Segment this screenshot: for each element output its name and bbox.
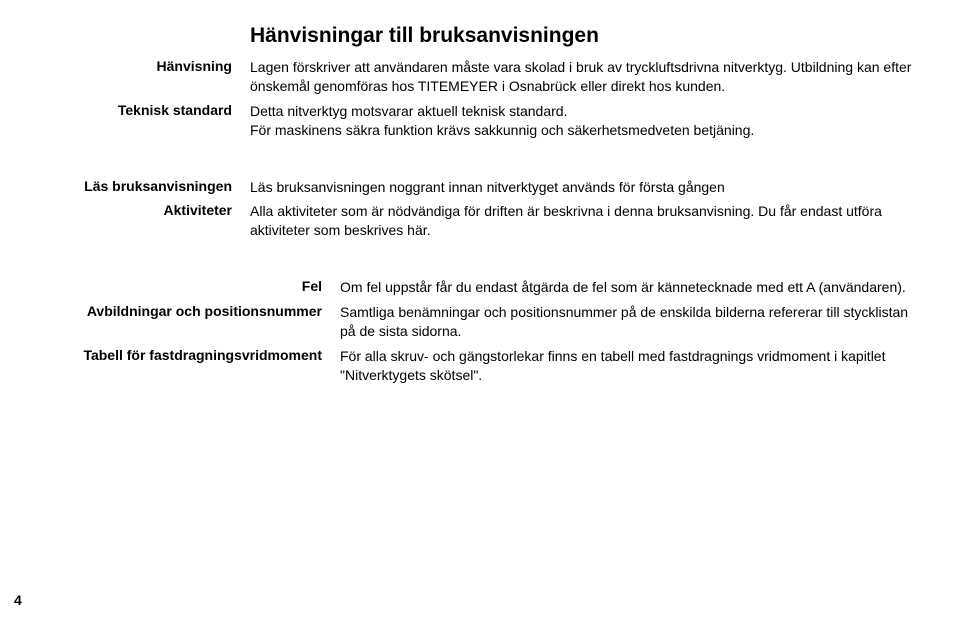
label-hanvisning: Hänvisning [40, 58, 250, 96]
body-hanvisning: Lagen förskriver att användaren måste va… [250, 58, 920, 96]
body-teknisk-2: För maskinens säkra funktion krävs sakku… [250, 122, 754, 138]
label-teknisk: Teknisk standard [40, 102, 250, 140]
section-title: Hänvisningar till bruksanvisningen [250, 24, 920, 48]
body-las: Läs bruksanvisningen noggrant innan nitv… [250, 178, 920, 197]
page-number: 4 [14, 592, 22, 608]
body-aktiviteter: Alla aktiviteter som är nödvändiga för d… [250, 202, 920, 240]
body-avbild: Samtliga benämningar och positionsnummer… [340, 303, 920, 341]
label-las: Läs bruksanvisningen [40, 178, 250, 197]
row-las: Läs bruksanvisningen Läs bruksanvisninge… [40, 178, 920, 197]
page: Hänvisningar till bruksanvisningen Hänvi… [0, 0, 960, 620]
body-teknisk-1: Detta nitverktyg motsvarar aktuell tekni… [250, 103, 567, 119]
label-aktiviteter: Aktiviteter [40, 202, 250, 240]
body-teknisk: Detta nitverktyg motsvarar aktuell tekni… [250, 102, 920, 140]
label-tabell: Tabell för fastdragningsvridmoment [40, 347, 340, 385]
row-teknisk: Teknisk standard Detta nitverktyg motsva… [40, 102, 920, 140]
row-avbild: Avbildningar och positionsnummer Samtlig… [40, 303, 920, 341]
body-tabell: För alla skruv- och gängstorlekar finns … [340, 347, 920, 385]
row-aktiviteter: Aktiviteter Alla aktiviteter som är nödv… [40, 202, 920, 240]
label-fel: Fel [40, 278, 340, 297]
body-fel: Om fel uppstår får du endast åtgärda de … [340, 278, 920, 297]
row-fel: Fel Om fel uppstår får du endast åtgärda… [40, 278, 920, 297]
row-tabell: Tabell för fastdragningsvridmoment För a… [40, 347, 920, 385]
row-hanvisning: Hänvisning Lagen förskriver att användar… [40, 58, 920, 96]
label-avbild: Avbildningar och positionsnummer [40, 303, 340, 341]
